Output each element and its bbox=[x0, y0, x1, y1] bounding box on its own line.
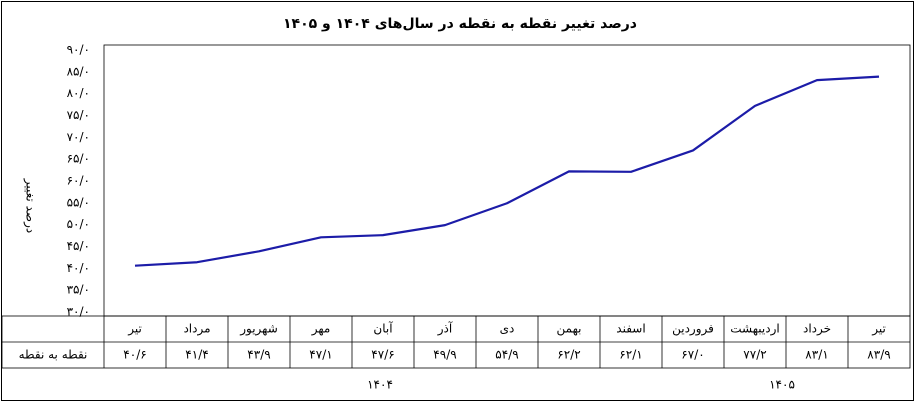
category-label: فروردین bbox=[672, 322, 714, 337]
category-label: دی bbox=[500, 322, 515, 336]
y-tick-label: ۵۰/۰ bbox=[67, 217, 90, 231]
y-tick-label: ۷۰/۰ bbox=[67, 130, 90, 144]
series-name: نقطه به نقطه bbox=[19, 348, 88, 362]
value-label: ۷۷/۲ bbox=[743, 348, 766, 362]
y-tick-label: ۳۰/۰ bbox=[67, 305, 90, 319]
y-tick-label: ۸۵/۰ bbox=[67, 64, 90, 78]
value-label: ۴۱/۴ bbox=[185, 348, 208, 362]
y-tick-label: ۴۵/۰ bbox=[67, 239, 90, 253]
value-label: ۴۰/۶ bbox=[123, 348, 146, 362]
series-line bbox=[134, 75, 880, 267]
y-tick-label: ۴۰/۰ bbox=[67, 261, 90, 275]
category-label: بهمن bbox=[557, 322, 582, 337]
category-label: اردیبهشت bbox=[730, 322, 779, 337]
value-label: ۵۴/۹ bbox=[495, 348, 518, 362]
category-label: مهر bbox=[311, 322, 331, 337]
value-label: ۶۲/۲ bbox=[557, 348, 580, 362]
y-tick-label: ۳۵/۰ bbox=[67, 283, 90, 297]
year-label: ۱۴۰۵ bbox=[769, 378, 795, 392]
y-tick-label: ۶۵/۰ bbox=[67, 152, 90, 166]
value-label: ۴۷/۱ bbox=[309, 348, 332, 362]
category-label: خرداد bbox=[803, 322, 831, 337]
category-label: مرداد bbox=[183, 322, 210, 337]
category-label: آبان bbox=[373, 321, 393, 336]
y-tick-label: ۵۵/۰ bbox=[67, 195, 90, 209]
value-label: ۸۳/۱ bbox=[805, 348, 828, 362]
y-tick-label: ۸۰/۰ bbox=[67, 86, 90, 100]
value-label: ۴۳/۹ bbox=[247, 348, 270, 362]
category-label: تیر bbox=[871, 322, 886, 337]
y-tick-label: ۹۰/۰ bbox=[67, 43, 90, 57]
year-label: ۱۴۰۴ bbox=[367, 378, 393, 392]
y-tick-label: ۷۵/۰ bbox=[67, 108, 90, 122]
category-label: تیر bbox=[127, 322, 142, 337]
value-label: ۶۲/۱ bbox=[619, 348, 642, 362]
category-label: آذر bbox=[437, 321, 453, 337]
value-label: ۴۷/۶ bbox=[371, 348, 394, 362]
chart-title: درصد تغییر نقطه به نقطه در سال‌های ۱۴۰۴ … bbox=[283, 16, 637, 32]
value-label: ۴۹/۹ bbox=[433, 348, 456, 362]
value-label: ۶۷/۰ bbox=[681, 348, 704, 362]
value-label: ۸۳/۹ bbox=[867, 348, 890, 362]
y-tick-label: ۶۰/۰ bbox=[67, 174, 90, 188]
category-label: شهریور bbox=[239, 322, 278, 337]
y-axis-label: درصد تغییر bbox=[23, 178, 38, 233]
category-label: اسفند bbox=[616, 322, 645, 336]
